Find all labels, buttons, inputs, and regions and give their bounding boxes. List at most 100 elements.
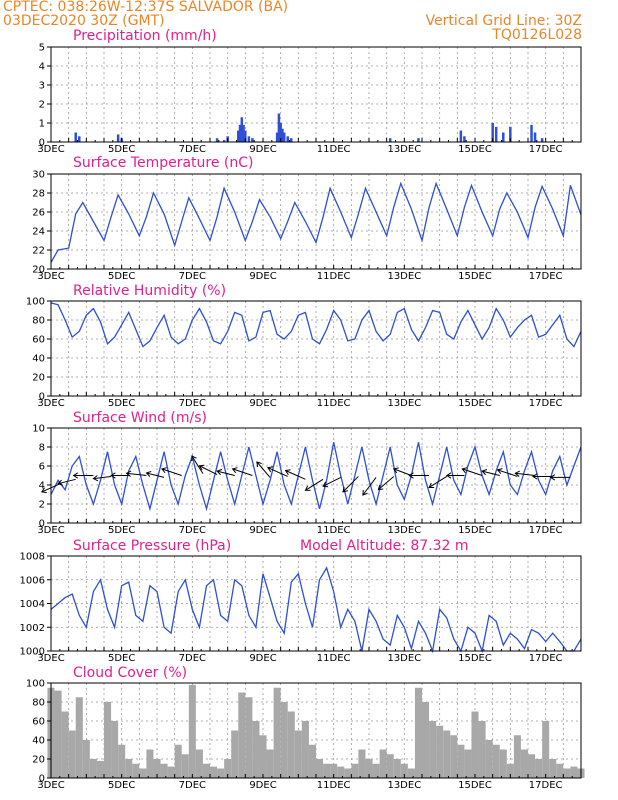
- cloud-xtick-label: 11DEC: [317, 780, 351, 791]
- wind-ytick-label: 0: [39, 519, 45, 530]
- precip-title: Precipitation (mm/h): [73, 28, 217, 44]
- humidity-ytick-label: 40: [32, 354, 45, 365]
- precip-xtick-label: 17DEC: [529, 144, 563, 155]
- pressure-xtick-label: 11DEC: [317, 653, 351, 664]
- wind-ytick-label: 6: [39, 462, 45, 473]
- precip-bar: [290, 138, 293, 142]
- cloud-bar: [153, 759, 161, 778]
- cloud-bar: [344, 768, 352, 778]
- cloud-bar: [549, 759, 557, 778]
- pressure-xtick-label: 7DEC: [179, 653, 206, 664]
- temp-xtick-label: 11DEC: [317, 271, 351, 282]
- wind-vector-arrow: [515, 472, 536, 476]
- cloud-xtick-label: 15DEC: [458, 780, 492, 791]
- precip-bar: [244, 130, 247, 142]
- cloud-bar: [358, 749, 366, 778]
- cloud-bar: [118, 744, 126, 778]
- cloud-bar: [195, 749, 203, 778]
- cloud-xtick-label: 3DEC: [37, 780, 64, 791]
- wind-vector-arrow: [146, 472, 165, 478]
- wind-xtick-label: 17DEC: [529, 525, 563, 536]
- cloud-bar: [104, 702, 112, 778]
- wind-vector-arrowhead: [549, 474, 556, 481]
- wind-vector-arrowhead: [342, 486, 348, 493]
- cloud-bar: [485, 740, 493, 778]
- wind-vector-arrowhead: [161, 467, 167, 474]
- wind-vector-arrowhead: [481, 469, 488, 476]
- temp-xtick-label: 3DEC: [37, 271, 64, 282]
- precip-ytick-label: 3: [39, 81, 45, 92]
- pressure-xtick-label: 17DEC: [529, 653, 563, 664]
- precip-bar: [282, 132, 286, 142]
- precip-bar: [463, 136, 466, 142]
- temp-xtick-label: 17DEC: [529, 271, 563, 282]
- precip-xtick-label: 7DEC: [179, 144, 206, 155]
- wind-vector-arrow: [482, 470, 500, 476]
- cloud-bar: [238, 692, 246, 778]
- pressure-ytick-label: 1000: [20, 647, 45, 658]
- cloud-bar: [528, 754, 536, 778]
- temp-title: Surface Temperature (nC): [73, 155, 254, 171]
- cloud-ytick-label: 40: [32, 736, 45, 747]
- pressure-ytick-label: 1004: [20, 599, 45, 610]
- precip-ytick-label: 4: [39, 62, 45, 73]
- humidity-ytick-label: 100: [26, 297, 45, 308]
- precip-bar: [279, 123, 282, 142]
- wind-vector-arrowhead: [392, 467, 399, 474]
- cloud-bar: [478, 721, 486, 778]
- cloud-bar: [379, 749, 387, 778]
- wind-vector-arrowhead: [496, 468, 503, 475]
- temp-xtick-label: 13DEC: [387, 271, 421, 282]
- cloud-bar: [287, 711, 295, 778]
- precip-ytick-label: 2: [39, 100, 45, 111]
- wind-vector-arrow: [126, 472, 147, 476]
- cloud-bar: [365, 759, 373, 778]
- cloud-bar: [231, 730, 239, 778]
- header-station: CPTEC: 038:26W-12:37S SALVADOR (BA): [3, 0, 289, 15]
- cloud-bar: [280, 702, 288, 778]
- humidity-ytick-label: 0: [39, 392, 45, 403]
- wind-xtick-label: 15DEC: [458, 525, 492, 536]
- wind-vector-arrow: [378, 476, 395, 491]
- precip-bar: [242, 124, 245, 142]
- precip-xtick-label: 5DEC: [108, 144, 135, 155]
- cloud-bar: [160, 763, 168, 778]
- wind-vector-arrow: [199, 465, 218, 475]
- cloud-ytick-label: 20: [32, 755, 45, 766]
- pressure-xtick-label: 13DEC: [387, 653, 421, 664]
- wind-ytick-label: 4: [39, 481, 45, 492]
- cloud-bar: [337, 766, 345, 778]
- pressure-xtick-label: 3DEC: [37, 653, 64, 664]
- pressure-ytick-label: 1002: [20, 623, 45, 634]
- pressure-xtick-label: 5DEC: [108, 653, 135, 664]
- cloud-ytick-label: 80: [32, 698, 45, 709]
- wind-xtick-label: 3DEC: [37, 525, 64, 536]
- humidity-xtick-label: 7DEC: [179, 398, 206, 409]
- cloud-bar: [436, 725, 444, 778]
- temp-xtick-label: 7DEC: [179, 271, 206, 282]
- wind-xtick-label: 7DEC: [179, 525, 206, 536]
- cloud-bar: [542, 721, 550, 778]
- pressure-title: Surface Pressure (hPa): [73, 538, 232, 554]
- cloud-bar: [61, 711, 69, 778]
- cloud-bar: [96, 760, 104, 778]
- precip-bar: [240, 117, 244, 142]
- precip-bar: [237, 130, 240, 142]
- cloud-ytick-label: 60: [32, 717, 45, 728]
- humidity-ytick-label: 60: [32, 335, 45, 346]
- cloud-bar: [535, 759, 543, 778]
- precip-bar: [494, 126, 498, 142]
- cloud-bar: [457, 744, 465, 778]
- humidity-ytick-label: 20: [32, 373, 45, 384]
- wind-vector-arrow: [191, 455, 204, 474]
- humidity-xtick-label: 5DEC: [108, 398, 135, 409]
- header-model-id: TQ0126L028: [492, 27, 582, 43]
- cloud-bar: [513, 735, 521, 778]
- cloud-bar: [400, 763, 408, 778]
- cloud-bar: [125, 759, 133, 778]
- pressure-series-line: [50, 566, 582, 654]
- humidity-series-line: [50, 302, 582, 348]
- precip-xtick-label: 9DEC: [249, 144, 276, 155]
- pressure-xtick-label: 15DEC: [458, 653, 492, 664]
- header-date: 03DEC2020 30Z (GMT): [3, 13, 165, 29]
